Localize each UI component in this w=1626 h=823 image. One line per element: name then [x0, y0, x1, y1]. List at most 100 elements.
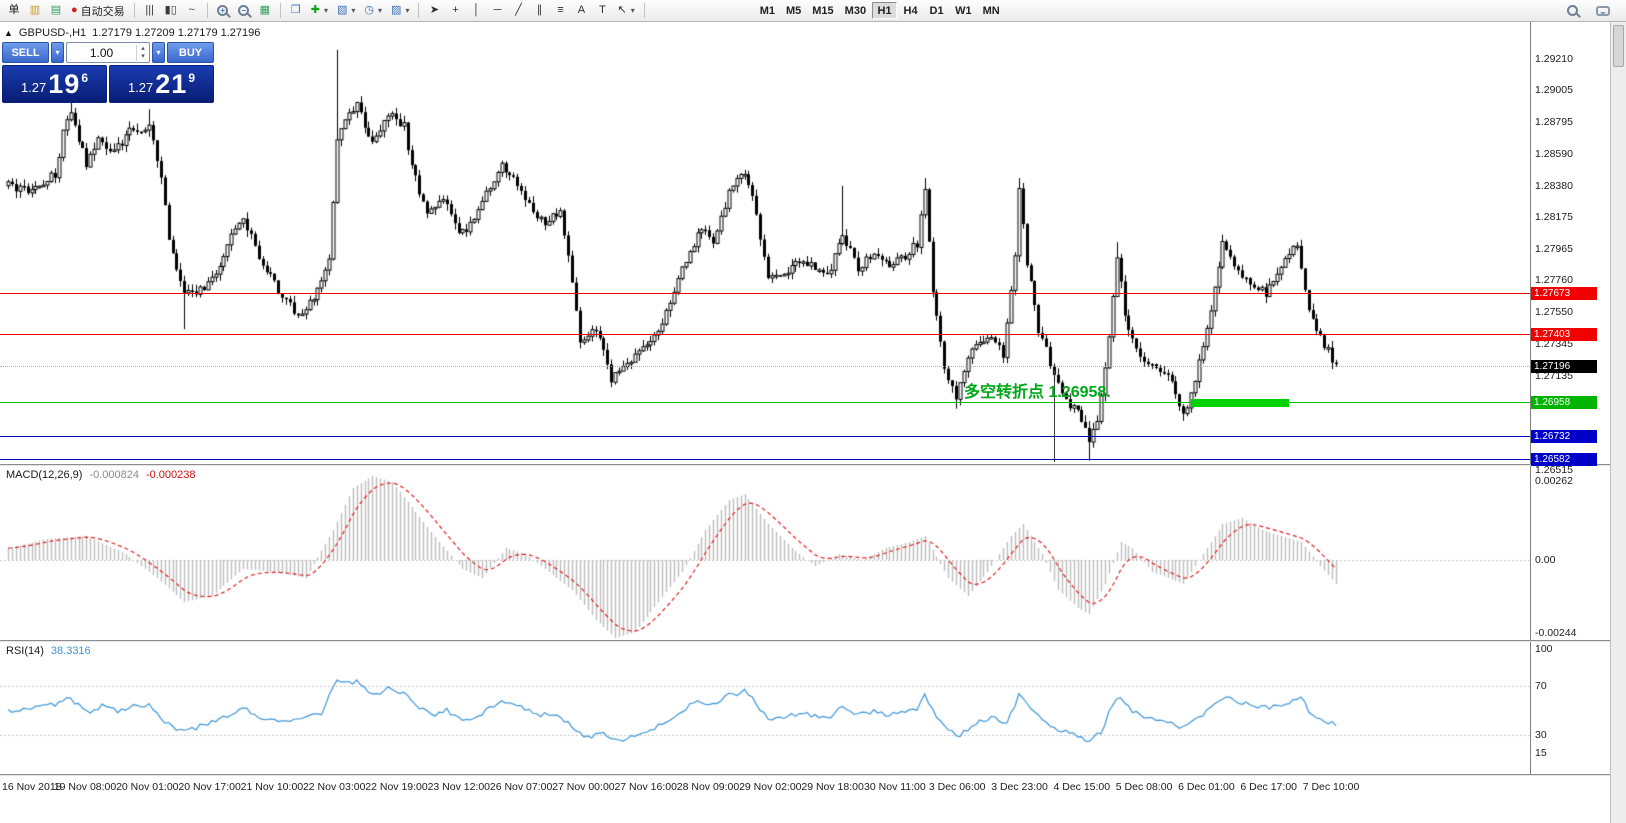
- auto-trading-label: 自动交易: [80, 5, 125, 18]
- time-axis-label: 19 Nov 08:00: [53, 781, 117, 793]
- tf-m15-button[interactable]: M15: [807, 2, 838, 19]
- tf-w1-button[interactable]: W1: [950, 2, 977, 19]
- profiles-icon: ▧: [337, 4, 348, 16]
- tf-m30-button[interactable]: M30: [840, 2, 871, 19]
- periods-menu-button[interactable]: ◷ ▾: [360, 2, 386, 20]
- profiles-caret[interactable]: ▾: [351, 6, 356, 15]
- line-chart-button[interactable]: ~: [182, 2, 202, 20]
- symbol-period: GBPUSD-,H1: [18, 27, 87, 39]
- time-axis-label: 27 Nov 00:00: [552, 781, 615, 793]
- trend-line-icon: ╱: [515, 4, 522, 16]
- new-chart-caret[interactable]: ▾: [323, 6, 328, 15]
- crosshair-button[interactable]: +: [445, 2, 465, 20]
- buy-options-caret[interactable]: ▾: [152, 42, 165, 63]
- vertical-line-button[interactable]: │: [466, 2, 486, 20]
- zoom-out-icon: −: [238, 5, 250, 16]
- bar-chart-button[interactable]: |||: [140, 2, 160, 20]
- sell-button[interactable]: SELL: [2, 42, 49, 63]
- horizontal-line-button[interactable]: ─: [487, 2, 507, 20]
- navigator-icon: ▤: [50, 4, 62, 16]
- macd-label: MACD(12,26,9) -0.000824 -0.000238: [6, 469, 196, 481]
- fibonacci-button[interactable]: ≡: [550, 2, 570, 20]
- volume-spinner[interactable]: ▴ ▾: [136, 44, 149, 61]
- arrow-objects-button[interactable]: ↖ ▾: [613, 2, 638, 20]
- tf-d1-button[interactable]: D1: [924, 2, 949, 19]
- volume-up-icon[interactable]: ▴: [141, 44, 145, 52]
- tile-windows-button[interactable]: ▦: [255, 2, 275, 20]
- sell-price-prefix: 1.27: [20, 79, 47, 95]
- trade-panel-toggle-icon[interactable]: ▲: [4, 28, 13, 38]
- sell-price-sup: 6: [81, 71, 89, 85]
- channel-button[interactable]: ∥: [529, 2, 549, 20]
- buy-price-button[interactable]: 1.27 21 9: [109, 65, 214, 103]
- macd-canvas[interactable]: [0, 466, 1530, 640]
- arrow-objects-caret[interactable]: ▾: [630, 6, 635, 15]
- time-axis-label: 6 Dec 17:00: [1240, 781, 1297, 793]
- fibonacci-icon: ≡: [557, 4, 564, 16]
- time-axis-label: 29 Nov 02:00: [739, 781, 802, 793]
- periods-menu-caret[interactable]: ▾: [378, 6, 383, 15]
- volume-input[interactable]: [67, 45, 136, 60]
- tf-h4-label: H4: [903, 4, 918, 17]
- price-axis[interactable]: [1530, 22, 1610, 801]
- zoom-in-button[interactable]: +: [213, 2, 233, 20]
- pane-splitter-macd[interactable]: [0, 464, 1610, 466]
- rsi-label: RSI(14) 38.3316: [6, 645, 91, 657]
- tf-m5-button[interactable]: M5: [781, 2, 806, 19]
- tf-h1-label: H1: [877, 4, 892, 17]
- new-order-button[interactable]: 单: [4, 2, 24, 20]
- templates-button[interactable]: ▨ ▾: [387, 2, 413, 20]
- pane-splitter-rsi[interactable]: [0, 640, 1610, 642]
- buy-button[interactable]: BUY: [167, 42, 214, 63]
- profiles-button[interactable]: ▧ ▾: [333, 2, 359, 20]
- tf-h4-button[interactable]: H4: [898, 2, 923, 19]
- templates-caret[interactable]: ▾: [405, 6, 410, 15]
- macd-name: MACD(12,26,9): [6, 469, 83, 481]
- toolbar: 单 ▥ ▤ ● 自动交易 ||| ▮▯ ~ + − ▦ ❐ ✚ ▾ ▧ ▾ ◷ ▾ ▨ ▾ ➤ + │ ─ ╱ ∥ ≡ A T ↖ ▾ M1 M…: [0, 0, 1626, 22]
- time-axis-label: 5 Dec 08:00: [1115, 781, 1173, 793]
- new-order-icon: 单: [8, 4, 20, 16]
- scrollbar-thumb[interactable]: [1613, 25, 1624, 67]
- toolbar-right-group: [1562, 2, 1622, 20]
- text-icon: A: [577, 4, 586, 16]
- chat-button[interactable]: [1592, 2, 1614, 20]
- templates-icon: ▨: [391, 4, 402, 16]
- tf-m1-button[interactable]: M1: [755, 2, 780, 19]
- cursor-button[interactable]: ➤: [424, 2, 444, 20]
- sell-price-button[interactable]: 1.27 19 6: [2, 65, 107, 103]
- time-axis-label: 22 Nov 19:00: [365, 781, 428, 793]
- tf-mn-button[interactable]: MN: [978, 2, 1005, 19]
- tf-m1-label: M1: [759, 4, 775, 17]
- line-chart-icon: ~: [188, 4, 195, 16]
- sell-price-big: 19: [48, 68, 81, 99]
- text-label-button[interactable]: T: [592, 2, 612, 20]
- trend-line-button[interactable]: ╱: [508, 2, 528, 20]
- time-axis-label: 20 Nov 17:00: [178, 781, 241, 793]
- volume-field: ▴ ▾: [66, 42, 150, 63]
- navigator-button[interactable]: ▤: [46, 2, 66, 20]
- tf-h1-button[interactable]: H1: [872, 2, 898, 19]
- arrow-objects-icon: ↖: [617, 4, 627, 16]
- sell-options-caret[interactable]: ▾: [51, 42, 64, 63]
- volume-down-icon[interactable]: ▾: [141, 52, 145, 60]
- search-button[interactable]: [1562, 2, 1582, 20]
- zoom-in-icon: +: [217, 5, 229, 16]
- text-button[interactable]: A: [571, 2, 591, 20]
- new-chart-button[interactable]: ✚ ▾: [307, 2, 332, 20]
- cascade-windows-button[interactable]: ❐: [286, 2, 306, 20]
- zoom-out-button[interactable]: −: [234, 2, 254, 20]
- auto-trading-button[interactable]: ● 自动交易: [67, 2, 129, 20]
- search-icon: [1566, 5, 1578, 16]
- market-watch-button[interactable]: ▥: [25, 2, 45, 20]
- time-axis-label: 20 Nov 01:00: [116, 781, 179, 793]
- candlestick-chart-button[interactable]: ▮▯: [161, 2, 181, 20]
- rsi-canvas[interactable]: [0, 642, 1530, 774]
- time-axis[interactable]: 16 Nov 2018 19 Nov 08:00 20 Nov 01:00 20 No…: [0, 776, 1610, 803]
- channel-icon: ∥: [536, 4, 543, 16]
- main-chart-canvas[interactable]: [0, 22, 1530, 464]
- candlestick-chart-icon: ▮▯: [164, 4, 177, 16]
- right-scrollbar[interactable]: [1610, 22, 1626, 823]
- time-axis-label: 28 Nov 09:00: [676, 781, 740, 793]
- tf-m5-label: M5: [785, 4, 802, 17]
- time-axis-label: 16 Nov 2018: [2, 781, 62, 793]
